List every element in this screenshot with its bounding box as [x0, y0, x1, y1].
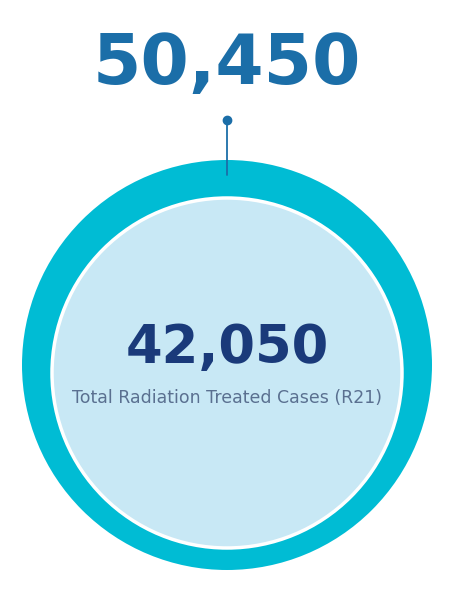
Text: 50,450: 50,450 [93, 31, 361, 99]
Text: Total Radiation Treated Cases (R21): Total Radiation Treated Cases (R21) [72, 389, 382, 407]
Circle shape [52, 198, 402, 548]
Circle shape [22, 160, 432, 570]
Text: 42,050: 42,050 [125, 322, 329, 374]
